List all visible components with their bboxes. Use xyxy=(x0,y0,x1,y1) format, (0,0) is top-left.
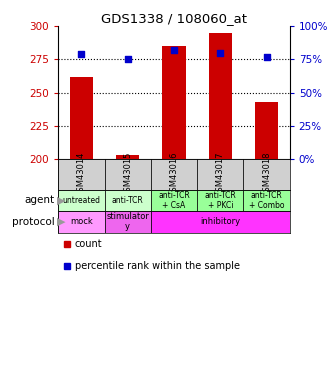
Text: anti-TCR
+ CsA: anti-TCR + CsA xyxy=(158,191,190,210)
Title: GDS1338 / 108060_at: GDS1338 / 108060_at xyxy=(101,12,247,25)
Bar xyxy=(197,190,243,211)
Text: GSM43017: GSM43017 xyxy=(216,152,225,197)
Bar xyxy=(255,102,278,159)
Bar xyxy=(105,211,151,232)
Text: percentile rank within the sample: percentile rank within the sample xyxy=(75,261,240,271)
Point xyxy=(264,54,269,60)
Bar xyxy=(209,33,232,159)
Bar xyxy=(58,159,105,190)
Bar xyxy=(243,159,290,190)
Bar xyxy=(70,77,93,159)
Text: anti-TCR
+ Combo: anti-TCR + Combo xyxy=(249,191,284,210)
Text: untreated: untreated xyxy=(62,196,101,205)
Text: ▶: ▶ xyxy=(57,195,65,206)
Text: anti-TCR
+ PKCi: anti-TCR + PKCi xyxy=(204,191,236,210)
Bar xyxy=(105,159,151,190)
Text: protocol: protocol xyxy=(12,217,55,227)
Text: inhibitory: inhibitory xyxy=(200,217,240,226)
Bar xyxy=(243,190,290,211)
Text: mock: mock xyxy=(70,217,93,226)
Bar xyxy=(116,155,139,159)
Text: agent: agent xyxy=(25,195,55,206)
Point xyxy=(171,47,176,53)
Text: GSM43014: GSM43014 xyxy=(77,152,86,197)
Text: GSM43016: GSM43016 xyxy=(169,152,178,197)
Bar xyxy=(151,211,290,232)
Bar xyxy=(105,190,151,211)
Bar xyxy=(58,211,105,232)
Text: count: count xyxy=(75,239,103,249)
Bar xyxy=(163,46,185,159)
Text: GSM43015: GSM43015 xyxy=(123,152,132,197)
Bar xyxy=(197,159,243,190)
Text: anti-TCR: anti-TCR xyxy=(112,196,144,205)
Point xyxy=(218,50,223,56)
Bar xyxy=(151,190,197,211)
Point xyxy=(79,51,84,57)
Text: stimulator
y: stimulator y xyxy=(106,213,149,231)
Point xyxy=(125,57,131,63)
Text: GSM43018: GSM43018 xyxy=(262,152,271,197)
Text: ▶: ▶ xyxy=(57,217,65,227)
Bar xyxy=(151,159,197,190)
Bar xyxy=(58,190,105,211)
